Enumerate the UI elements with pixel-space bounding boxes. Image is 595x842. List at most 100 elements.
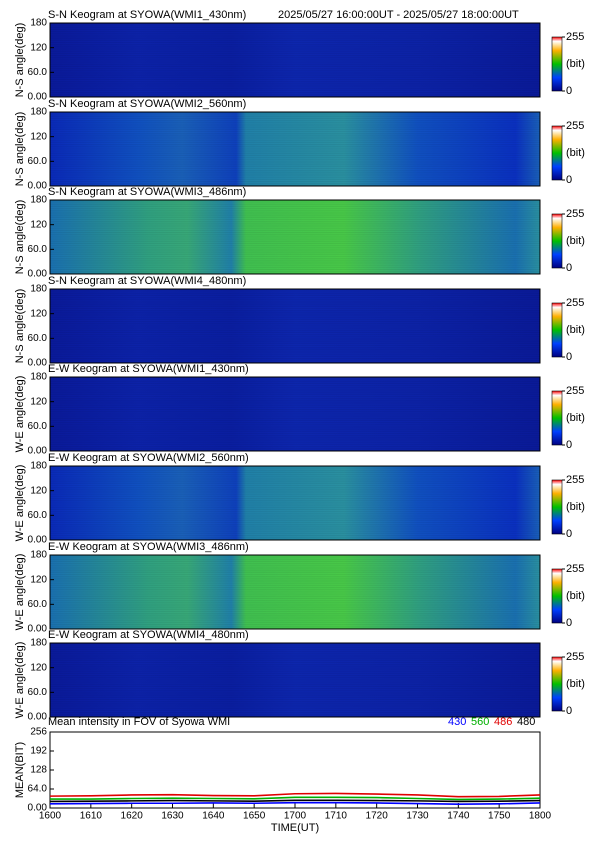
y-tick-label: 60.0 (28, 599, 48, 610)
panel-title: E-W Keogram at SYOWA(WMI1_430nm) (48, 363, 249, 375)
y-tick-label: 0.00 (28, 92, 48, 103)
colorbar-label: (bit) (566, 324, 585, 336)
colorbar (551, 656, 563, 712)
y-tick-label: 120 (30, 396, 47, 407)
legend-entry: 486 (494, 716, 512, 728)
colorbar-tick-label: 0 (566, 174, 572, 186)
y-tick-label: 60.0 (28, 421, 48, 432)
panel-title: S-N Keogram at SYOWA(WMI4_480nm) (48, 275, 246, 287)
colorbar (551, 36, 563, 92)
colorbar-label: (bit) (566, 147, 585, 159)
plot-frame (49, 554, 541, 630)
panel-title: E-W Keogram at SYOWA(WMI4_480nm) (48, 629, 249, 641)
colorbar-tick-label: 255 (566, 208, 584, 220)
series-line (49, 799, 541, 803)
y-axis-label: MEAN(BIT) (14, 742, 26, 798)
panel-title: E-W Keogram at SYOWA(WMI3_486nm) (48, 541, 249, 553)
y-tick-label: 60.0 (28, 333, 48, 344)
panel-title: E-W Keogram at SYOWA(WMI2_560nm) (48, 452, 249, 464)
plot-frame (49, 288, 541, 364)
plot-frame (49, 465, 541, 541)
colorbar (551, 125, 563, 181)
legend-entry: 430 (448, 716, 466, 728)
plot-frame (49, 642, 541, 718)
colorbar-tick-label: 255 (566, 651, 584, 663)
y-tick-label: 120 (30, 485, 47, 496)
y-tick-label: 0.00 (28, 624, 48, 635)
x-tick-label: 1700 (284, 811, 307, 822)
x-tick-label: 1720 (366, 811, 389, 822)
y-tick-label: 180 (30, 195, 47, 206)
colorbar-tick-label: 255 (566, 120, 584, 132)
y-tick-label: 120 (30, 662, 47, 673)
y-tick-label: 60.0 (28, 67, 48, 78)
keogram-image (50, 643, 540, 717)
y-axis-label: W-E angle(deg) (14, 465, 26, 542)
y-tick-label: 180 (30, 107, 47, 118)
x-tick-label: 1800 (529, 811, 552, 822)
legend-entry: 560 (471, 716, 489, 728)
keogram-image (50, 466, 540, 540)
panel-title: Mean intensity in FOV of Syowa WMI (48, 716, 230, 728)
series-line (49, 801, 541, 805)
colorbar-tick-label: 255 (566, 474, 584, 486)
y-tick-label: 192 (30, 746, 47, 757)
colorbar-tick-label: 0 (566, 528, 572, 540)
y-tick-label: 180 (30, 461, 47, 472)
colorbar-label: (bit) (566, 58, 585, 70)
y-axis-label: N-S angle(deg) (14, 289, 26, 364)
keogram-image (50, 23, 540, 97)
keogram-image (50, 200, 540, 274)
series-line (50, 796, 541, 801)
colorbar (551, 213, 563, 269)
y-tick-label: 60.0 (28, 244, 48, 255)
colorbar (551, 568, 563, 624)
panel-title: S-N Keogram at SYOWA(WMI3_486nm) (48, 186, 246, 198)
y-axis-label: W-E angle(deg) (14, 376, 26, 453)
plot-frame (49, 376, 541, 452)
keogram-image (50, 112, 540, 186)
y-tick-label: 0.00 (28, 181, 48, 192)
colorbar-label: (bit) (566, 412, 585, 424)
colorbar-label: (bit) (566, 590, 585, 602)
y-tick-label: 0.00 (28, 269, 48, 280)
keogram-image (50, 377, 540, 451)
x-tick-label: 1630 (161, 811, 184, 822)
x-tick-label: 1730 (406, 811, 429, 822)
y-axis-label: N-S angle(deg) (14, 200, 26, 275)
y-tick-label: 64.0 (28, 784, 48, 795)
y-tick-label: 120 (30, 574, 47, 585)
y-tick-label: 120 (30, 131, 47, 142)
y-tick-label: 256 (30, 727, 47, 738)
keogram-image (50, 555, 540, 629)
y-tick-label: 0.00 (28, 803, 48, 814)
panel-title: S-N Keogram at SYOWA(WMI1_430nm) (48, 9, 246, 21)
legend-entry: 480 (517, 716, 535, 728)
y-axis-label: W-E angle(deg) (14, 554, 26, 631)
x-tick-label: 1750 (488, 811, 511, 822)
x-tick-label: 1640 (202, 811, 225, 822)
colorbar-tick-label: 255 (566, 297, 584, 309)
plot-frame (49, 22, 541, 98)
y-tick-label: 60.0 (28, 687, 48, 698)
colorbar-tick-label: 0 (566, 617, 572, 629)
plot-frame (49, 199, 541, 275)
y-axis-label: N-S angle(deg) (14, 23, 26, 98)
colorbar-tick-label: 0 (566, 262, 572, 274)
colorbar-tick-label: 0 (566, 351, 572, 363)
y-tick-label: 180 (30, 372, 47, 383)
y-tick-label: 120 (30, 308, 47, 319)
colorbar-tick-label: 0 (566, 439, 572, 451)
y-tick-label: 0.00 (28, 535, 48, 546)
panel-subtitle: 2025/05/27 16:00:00UT - 2025/05/27 18:00… (278, 9, 519, 21)
keogram-image (50, 289, 540, 363)
y-tick-label: 180 (30, 550, 47, 561)
y-tick-label: 60.0 (28, 156, 48, 167)
colorbar-label: (bit) (566, 678, 585, 690)
colorbar-tick-label: 255 (566, 385, 584, 397)
y-tick-label: 0.00 (28, 446, 48, 457)
colorbar-tick-label: 0 (566, 85, 572, 97)
y-tick-label: 128 (30, 765, 47, 776)
colorbar-label: (bit) (566, 235, 585, 247)
